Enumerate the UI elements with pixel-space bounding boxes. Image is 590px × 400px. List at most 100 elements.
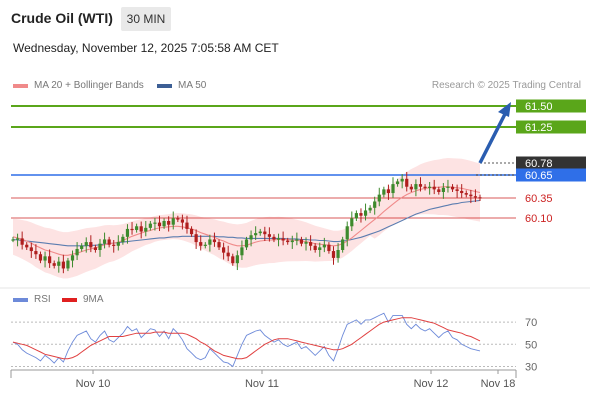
candle-body: [29, 247, 33, 252]
candle: [478, 194, 482, 201]
candle: [249, 230, 253, 247]
candle-body: [386, 189, 391, 194]
candle-body: [43, 256, 47, 261]
candle-body: [102, 239, 107, 244]
candle: [359, 208, 363, 223]
bollinger-band: [13, 158, 480, 279]
candle-body: [48, 256, 52, 264]
candle: [135, 223, 139, 233]
candle: [212, 232, 217, 247]
legend-ma20-swatch: [13, 83, 28, 88]
candle: [368, 205, 372, 214]
candle-body: [423, 186, 427, 188]
candle: [98, 238, 102, 257]
legend-rsi-label: RSI: [34, 294, 51, 305]
candle-body: [478, 197, 482, 199]
candle-body: [473, 196, 478, 198]
legend-rsi-swatch: [13, 297, 28, 302]
candle-body: [162, 221, 166, 227]
candle: [377, 187, 381, 207]
candle: [350, 211, 354, 232]
candle: [93, 244, 98, 253]
candle: [373, 196, 377, 215]
candle: [382, 186, 386, 198]
candle: [25, 242, 29, 250]
candle-body: [98, 243, 102, 250]
candle: [428, 181, 432, 195]
candle: [157, 215, 162, 232]
candle-body: [171, 218, 175, 225]
candle: [455, 184, 459, 198]
candle-body: [373, 201, 377, 208]
candle: [409, 184, 413, 192]
candle: [341, 236, 345, 253]
candle-body: [208, 239, 212, 245]
candle: [418, 177, 423, 192]
candle: [107, 236, 111, 248]
candle: [199, 235, 203, 251]
candle: [391, 177, 395, 198]
research-credit: Research © 2025 Trading Central: [431, 80, 581, 91]
candle: [180, 214, 185, 230]
price-label-60-10: 60.10: [525, 213, 553, 225]
candle: [263, 226, 267, 242]
candle: [244, 236, 249, 250]
x-tick-label: Nov 10: [76, 378, 111, 390]
candle-body: [240, 247, 244, 256]
rsi-line: [12, 312, 481, 368]
candle-body: [244, 239, 249, 248]
candle: [130, 222, 134, 235]
candle-body: [469, 194, 473, 197]
candle: [450, 184, 455, 192]
candle-body: [313, 245, 317, 250]
rsi-tick-30: 30: [525, 361, 537, 373]
candle-body: [203, 244, 207, 246]
candle: [11, 236, 15, 243]
candle: [286, 237, 290, 245]
candle: [167, 216, 171, 232]
x-tick-label: Nov 18: [481, 378, 516, 390]
candle-body: [286, 240, 290, 243]
candle-body: [130, 228, 134, 231]
legend-ma20: MA 20 + Bollinger Bands: [13, 80, 144, 91]
candle: [125, 224, 130, 244]
candle: [116, 235, 120, 251]
candle: [446, 179, 450, 193]
candle-body: [194, 234, 198, 243]
candle: [144, 221, 148, 237]
candle-body: [336, 250, 340, 258]
candle-body: [299, 239, 304, 244]
price-tag-text-61-50: 61.50: [525, 101, 553, 113]
candle: [121, 234, 125, 245]
candle: [52, 260, 56, 269]
candle: [194, 229, 198, 249]
candle: [61, 254, 65, 274]
candle-body: [107, 239, 111, 245]
candle: [89, 235, 93, 253]
candle: [112, 239, 116, 253]
candle: [313, 243, 317, 253]
candle-body: [75, 248, 79, 256]
candle: [139, 221, 143, 239]
candle-body: [189, 228, 194, 235]
candle: [290, 235, 294, 249]
candle: [222, 242, 226, 260]
rsi-9ma-line: [12, 317, 481, 360]
candle-body: [93, 247, 98, 250]
candle-body: [281, 238, 285, 241]
candle-body: [308, 242, 313, 246]
candle-body: [263, 231, 267, 235]
candle-body: [180, 219, 185, 223]
candle: [226, 245, 230, 262]
candle: [240, 240, 244, 261]
candle: [70, 250, 75, 268]
candle: [203, 242, 207, 249]
candle-body: [318, 247, 322, 250]
candle-body: [153, 222, 157, 224]
price-tag-60-65: [516, 168, 586, 182]
timeframe-badge[interactable]: 30 MIN: [121, 7, 171, 31]
candle: [254, 226, 258, 240]
price-tag-61-50: [516, 99, 586, 113]
candle-body: [391, 184, 395, 194]
